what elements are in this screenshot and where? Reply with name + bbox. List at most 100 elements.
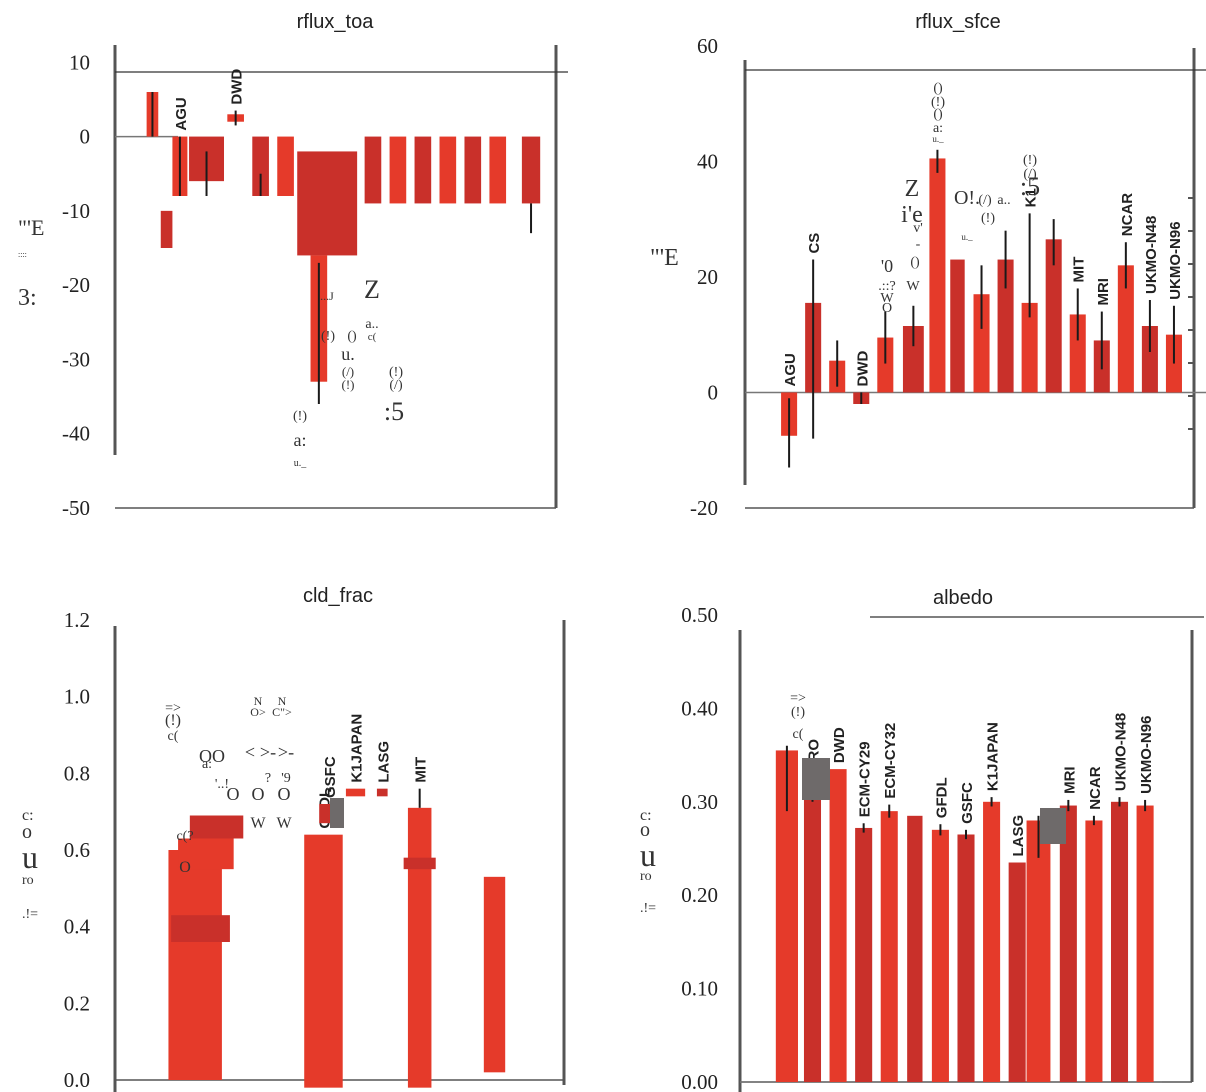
bar — [1136, 805, 1154, 1082]
bar — [277, 136, 294, 196]
annotation-glyph: '..! — [215, 777, 229, 792]
y-axis-label: o — [22, 821, 32, 843]
category-label: MRI — [1095, 278, 1112, 306]
y-axis-label: ro — [640, 869, 652, 884]
bar — [389, 136, 407, 204]
bar — [160, 210, 173, 248]
bar — [1141, 326, 1158, 393]
bar — [1045, 239, 1062, 393]
bar — [1110, 801, 1129, 1082]
category-label: UKMO-N48 — [1143, 216, 1160, 294]
y-axis-label: "'E — [18, 215, 44, 240]
annotation-glyph: v' — [913, 221, 923, 236]
annotation-glyph: O — [278, 784, 291, 804]
bar — [902, 326, 924, 393]
panel-title: cld_frac — [303, 585, 373, 607]
annotation-glyph: u._ — [932, 134, 944, 144]
category-label: NCAR — [1119, 193, 1136, 236]
overlay-box — [1040, 808, 1066, 844]
bar — [829, 769, 847, 1082]
bar — [364, 136, 382, 204]
bar — [439, 136, 457, 204]
panel-rflux-toa: rflux_toa 100-10-20-30-40-50 AGU DWD"'E:::… — [18, 11, 568, 520]
y-tick-label: 0.6 — [64, 838, 90, 862]
panel-cld-frac: cld_frac 1.21.00.80.60.40.20.0GFDLGSFCK1… — [22, 585, 566, 1092]
bar — [403, 857, 436, 870]
annotation-glyph: < — [245, 742, 255, 762]
annotation-glyph: (!) — [981, 211, 995, 226]
annotation-glyph: (!) — [791, 705, 805, 720]
y-tick-label: 0 — [708, 380, 719, 404]
annotation-glyph: (!) — [293, 409, 307, 424]
y-tick-label: 0.10 — [681, 977, 718, 1001]
bar — [521, 136, 541, 204]
annotation-glyph: '9 — [281, 771, 291, 786]
bar — [489, 136, 507, 204]
annotation-glyph: .::? — [878, 279, 896, 294]
category-label: MIT — [1071, 257, 1088, 283]
bar — [957, 834, 975, 1082]
y-tick-label: 0.40 — [681, 696, 718, 720]
annotation-glyph: (/) — [389, 378, 403, 393]
y-tick-label: 0.8 — [64, 761, 90, 785]
annotation-glyph: O!. — [954, 187, 980, 209]
annotation-glyph: OO — [199, 746, 225, 766]
annotation-glyph: ? — [265, 771, 271, 786]
bar — [407, 807, 432, 1088]
category-label: LASG — [375, 741, 392, 783]
annotation-glyph: c( — [368, 331, 377, 343]
annotation-glyph: (!) — [165, 712, 181, 729]
bar — [803, 797, 822, 1082]
y-axis-label: "'E — [650, 245, 679, 271]
panel-title: rflux_toa — [297, 11, 375, 33]
annotation-glyph: c(? — [176, 829, 193, 844]
annotation-glyph: => — [165, 701, 181, 716]
annotation-glyph: (!) — [1023, 153, 1037, 168]
bar — [973, 294, 990, 393]
annotation-glyph: i'e — [901, 202, 923, 228]
annotation-glyph: - — [916, 237, 921, 252]
annotation-glyph: W — [276, 815, 292, 832]
bar — [297, 151, 358, 256]
y-axis-label: u — [640, 837, 656, 873]
bar — [1085, 820, 1103, 1082]
bar — [414, 136, 432, 204]
bar — [997, 259, 1014, 393]
category-label: K1JAPAN — [349, 714, 366, 783]
annotation-glyph: (!) — [321, 329, 335, 344]
y-tick-label: 0.0 — [64, 1068, 90, 1092]
annotation-glyph: O> — [250, 705, 266, 719]
bar — [376, 788, 388, 797]
y-tick-label: 0.2 — [64, 991, 90, 1015]
annotation-glyph: Z — [364, 275, 380, 304]
annotation-glyph: N — [254, 694, 263, 708]
panel-title: rflux_sfce — [915, 11, 1001, 33]
y-tick-label: -10 — [62, 199, 90, 223]
y-tick-label: 10 — [69, 50, 90, 74]
annotation-glyph: () — [347, 329, 357, 344]
y-tick-label: 0.4 — [64, 915, 91, 939]
bar — [252, 136, 269, 196]
y-tick-label: 0.00 — [681, 1070, 718, 1092]
annotation-glyph: W — [250, 815, 266, 832]
category-label: GSFC — [322, 756, 339, 798]
y-tick-label: 0.30 — [681, 790, 718, 814]
category-label: AGU — [782, 353, 799, 386]
bar — [171, 915, 230, 942]
annotation-glyph: => — [790, 691, 806, 706]
panel-title: albedo — [933, 587, 993, 609]
annotation-glyph: u. — [341, 344, 355, 364]
overlay-box — [330, 798, 344, 828]
bar — [929, 158, 946, 393]
annotation-glyph: a.. — [365, 317, 378, 332]
annotation-glyph: c( — [168, 729, 179, 744]
annotation-glyph: (!) — [389, 365, 403, 380]
annotation-glyph: () — [933, 107, 943, 122]
annotation-glyph: O — [227, 784, 240, 804]
y-tick-label: -20 — [690, 496, 718, 520]
bar — [880, 811, 898, 1082]
annotation-glyph: :5 — [1020, 172, 1040, 201]
bar — [950, 259, 965, 393]
category-label: UKMO-N48 — [1113, 713, 1130, 791]
